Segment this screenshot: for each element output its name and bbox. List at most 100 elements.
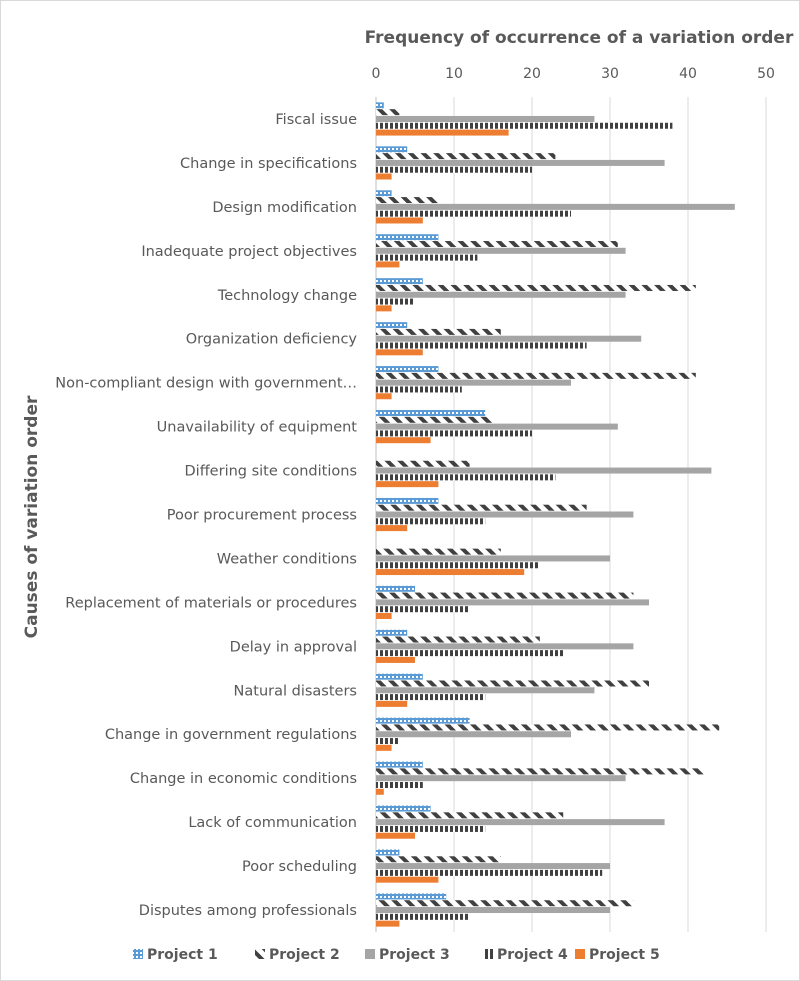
bar-project-5-0 (376, 129, 509, 136)
bar-project-3-16 (376, 819, 665, 826)
category-label: Change in economic conditions (130, 771, 357, 787)
bar-project-1-18 (376, 893, 447, 900)
bar-project-2-12 (376, 636, 540, 643)
category-labels: Fiscal issue Change in specifications Desi… (55, 112, 357, 919)
legend-swatch-1 (133, 949, 143, 959)
bar-project-2-18 (376, 900, 634, 907)
bar-project-2-17 (376, 856, 501, 863)
bar-project-3-18 (376, 907, 610, 914)
bar-project-5-1 (376, 173, 392, 180)
bar-project-1-1 (376, 146, 408, 153)
category-label: Weather conditions (217, 551, 357, 567)
bar-project-2-15 (376, 768, 704, 775)
category-label: Replacement of materials or procedures (65, 595, 357, 611)
bar-project-2-10 (376, 548, 501, 555)
bar-project-4-14 (376, 738, 400, 745)
bar-project-5-16 (376, 832, 415, 839)
bar-project-1-13 (376, 673, 423, 680)
bar-project-5-18 (376, 920, 400, 927)
bar-project-5-2 (376, 217, 423, 224)
legend-label-4: Project 4 (497, 947, 568, 963)
bar-project-5-11 (376, 612, 392, 619)
bar-project-2-1 (376, 153, 556, 160)
bar-project-5-8 (376, 481, 439, 488)
bar-project-3-4 (376, 291, 626, 298)
bar-project-4-2 (376, 210, 571, 217)
bar-project-2-14 (376, 724, 720, 731)
bar-project-4-18 (376, 913, 470, 920)
bar-project-4-4 (376, 298, 415, 305)
bar-project-5-4 (376, 305, 392, 312)
bars (376, 102, 735, 927)
bar-project-3-1 (376, 159, 665, 166)
bar-project-1-16 (376, 805, 431, 812)
bar-project-2-13 (376, 680, 649, 687)
bar-project-4-7 (376, 430, 532, 437)
legend-label-5: Project 5 (589, 947, 660, 963)
bar-project-1-0 (376, 102, 384, 109)
bar-project-1-17 (376, 849, 400, 856)
bar-project-4-15 (376, 781, 423, 788)
category-label: Change in government regulations (105, 727, 357, 743)
category-label: Organization deficiency (186, 332, 358, 348)
bar-project-4-1 (376, 166, 532, 173)
bar-project-3-10 (376, 555, 610, 562)
bar-project-3-2 (376, 203, 735, 210)
bar-project-1-15 (376, 761, 423, 768)
x-axis-ticks: 0 10 20 30 40 50 (372, 66, 775, 82)
bar-project-5-9 (376, 525, 408, 532)
bar-project-4-13 (376, 694, 486, 701)
bar-project-4-0 (376, 122, 673, 129)
category-label: Natural disasters (234, 683, 357, 699)
bar-project-5-15 (376, 788, 384, 795)
x-tick-label: 30 (601, 66, 619, 82)
bar-project-4-10 (376, 562, 540, 569)
bar-project-2-5 (376, 328, 501, 335)
bar-project-3-6 (376, 379, 571, 386)
bar-project-4-9 (376, 518, 486, 525)
category-label: Poor scheduling (242, 859, 357, 875)
bar-project-3-14 (376, 731, 571, 738)
bar-project-3-12 (376, 643, 634, 650)
legend: Project 1 Project 2 Project 3 Project 4 Proj… (133, 947, 660, 963)
bar-project-1-6 (376, 366, 439, 373)
bar-project-3-3 (376, 247, 626, 254)
bar-project-5-14 (376, 744, 392, 751)
bar-project-2-7 (376, 416, 493, 423)
bar-project-3-13 (376, 687, 595, 694)
category-label: Unavailability of equipment (157, 420, 358, 436)
bar-project-5-6 (376, 393, 392, 400)
x-tick-label: 40 (679, 66, 697, 82)
category-label: Inadequate project objectives (141, 244, 357, 260)
bar-project-2-2 (376, 197, 439, 204)
bar-project-5-3 (376, 261, 400, 268)
bar-project-4-3 (376, 254, 478, 261)
bar-project-1-12 (376, 629, 408, 636)
category-label: Disputes among professionals (139, 903, 357, 919)
bar-project-1-3 (376, 234, 439, 241)
bar-project-4-17 (376, 869, 603, 876)
bar-project-3-15 (376, 775, 626, 782)
bar-project-2-9 (376, 504, 587, 511)
bar-project-3-7 (376, 423, 618, 430)
bar-project-1-14 (376, 717, 470, 724)
bar-project-2-11 (376, 592, 634, 599)
legend-swatch-5 (575, 949, 585, 959)
bar-project-2-6 (376, 372, 696, 379)
category-label: Lack of communication (188, 815, 357, 831)
category-label: Technology change (217, 288, 357, 304)
bar-project-2-8 (376, 460, 470, 467)
category-label: Non-compliant design with government… (55, 376, 357, 392)
legend-label-3: Project 3 (379, 947, 450, 963)
y-axis-title: Causes of variation order (22, 395, 42, 638)
bar-project-3-8 (376, 467, 712, 474)
bar-project-1-2 (376, 190, 392, 197)
bar-project-4-6 (376, 386, 462, 393)
bar-project-1-4 (376, 278, 423, 285)
bar-project-3-17 (376, 863, 610, 870)
bar-project-5-5 (376, 349, 423, 356)
bar-project-2-3 (376, 241, 618, 248)
bar-project-5-7 (376, 437, 431, 444)
x-tick-label: 50 (757, 66, 775, 82)
